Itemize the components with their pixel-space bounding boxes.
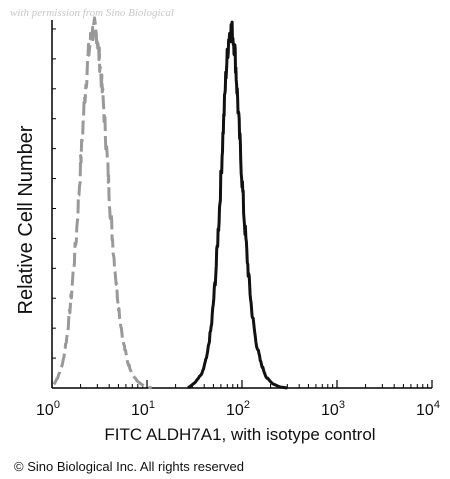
x-tick-base: 10 [416,402,434,419]
x-tick-exponent: 0 [54,399,60,411]
x-tick-exponent: 3 [339,399,345,411]
x-tick-label: 101 [131,399,155,419]
x-tick-label: 104 [416,399,440,419]
x-tick-label: 100 [36,399,60,419]
x-tick-label: 102 [226,399,250,419]
x-tick-exponent: 2 [244,399,250,411]
x-tick-base: 10 [131,402,149,419]
x-tick-exponent: 1 [149,399,155,411]
copyright-notice: © Sino Biological Inc. All rights reserv… [14,459,244,474]
y-axis-title: Relative Cell Number [15,125,37,314]
x-tick-label: 103 [321,399,345,419]
x-tick-base: 10 [226,402,244,419]
x-tick-labels: 100 101 102 103 104 [36,399,440,419]
x-tick-exponent: 4 [434,399,440,411]
isotype-control-curve [52,16,153,390]
x-tick-base: 10 [321,402,339,419]
x-axis-title: FITC ALDH7A1, with isotype control [104,425,375,444]
series-layer [52,16,288,390]
watermark: with permission from Sino Biological [10,7,174,19]
y-axis-ticks [52,28,56,359]
aldh7a1-curve [187,20,288,390]
x-tick-base: 10 [36,402,54,419]
x-axis-ticks [51,380,433,388]
